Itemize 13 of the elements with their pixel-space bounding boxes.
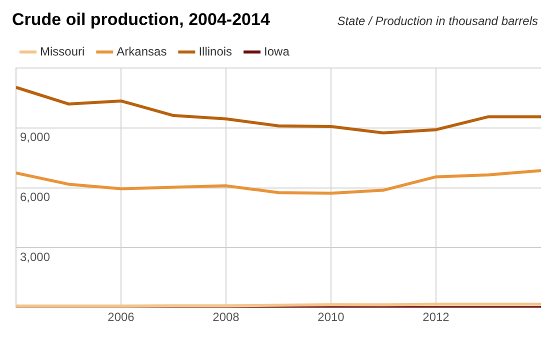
x-tick-label: 2008: [212, 310, 240, 324]
legend-label: Illinois: [198, 44, 232, 58]
y-tick-label: 3,000: [20, 250, 50, 264]
legend-label: Iowa: [264, 44, 290, 58]
x-tick-label: 2012: [422, 310, 450, 324]
y-tick-label: 9,000: [20, 130, 50, 144]
y-tick-label: 6,000: [20, 190, 50, 204]
x-tick-label: 2006: [108, 310, 135, 324]
legend-label: Missouri: [40, 44, 85, 58]
x-tick-label: 2010: [318, 310, 345, 324]
chart-title: Crude oil production, 2004-2014: [12, 10, 270, 30]
chart-subtitle: State / Production in thousand barrels: [337, 14, 538, 28]
legend-label: Arkansas: [116, 44, 167, 58]
